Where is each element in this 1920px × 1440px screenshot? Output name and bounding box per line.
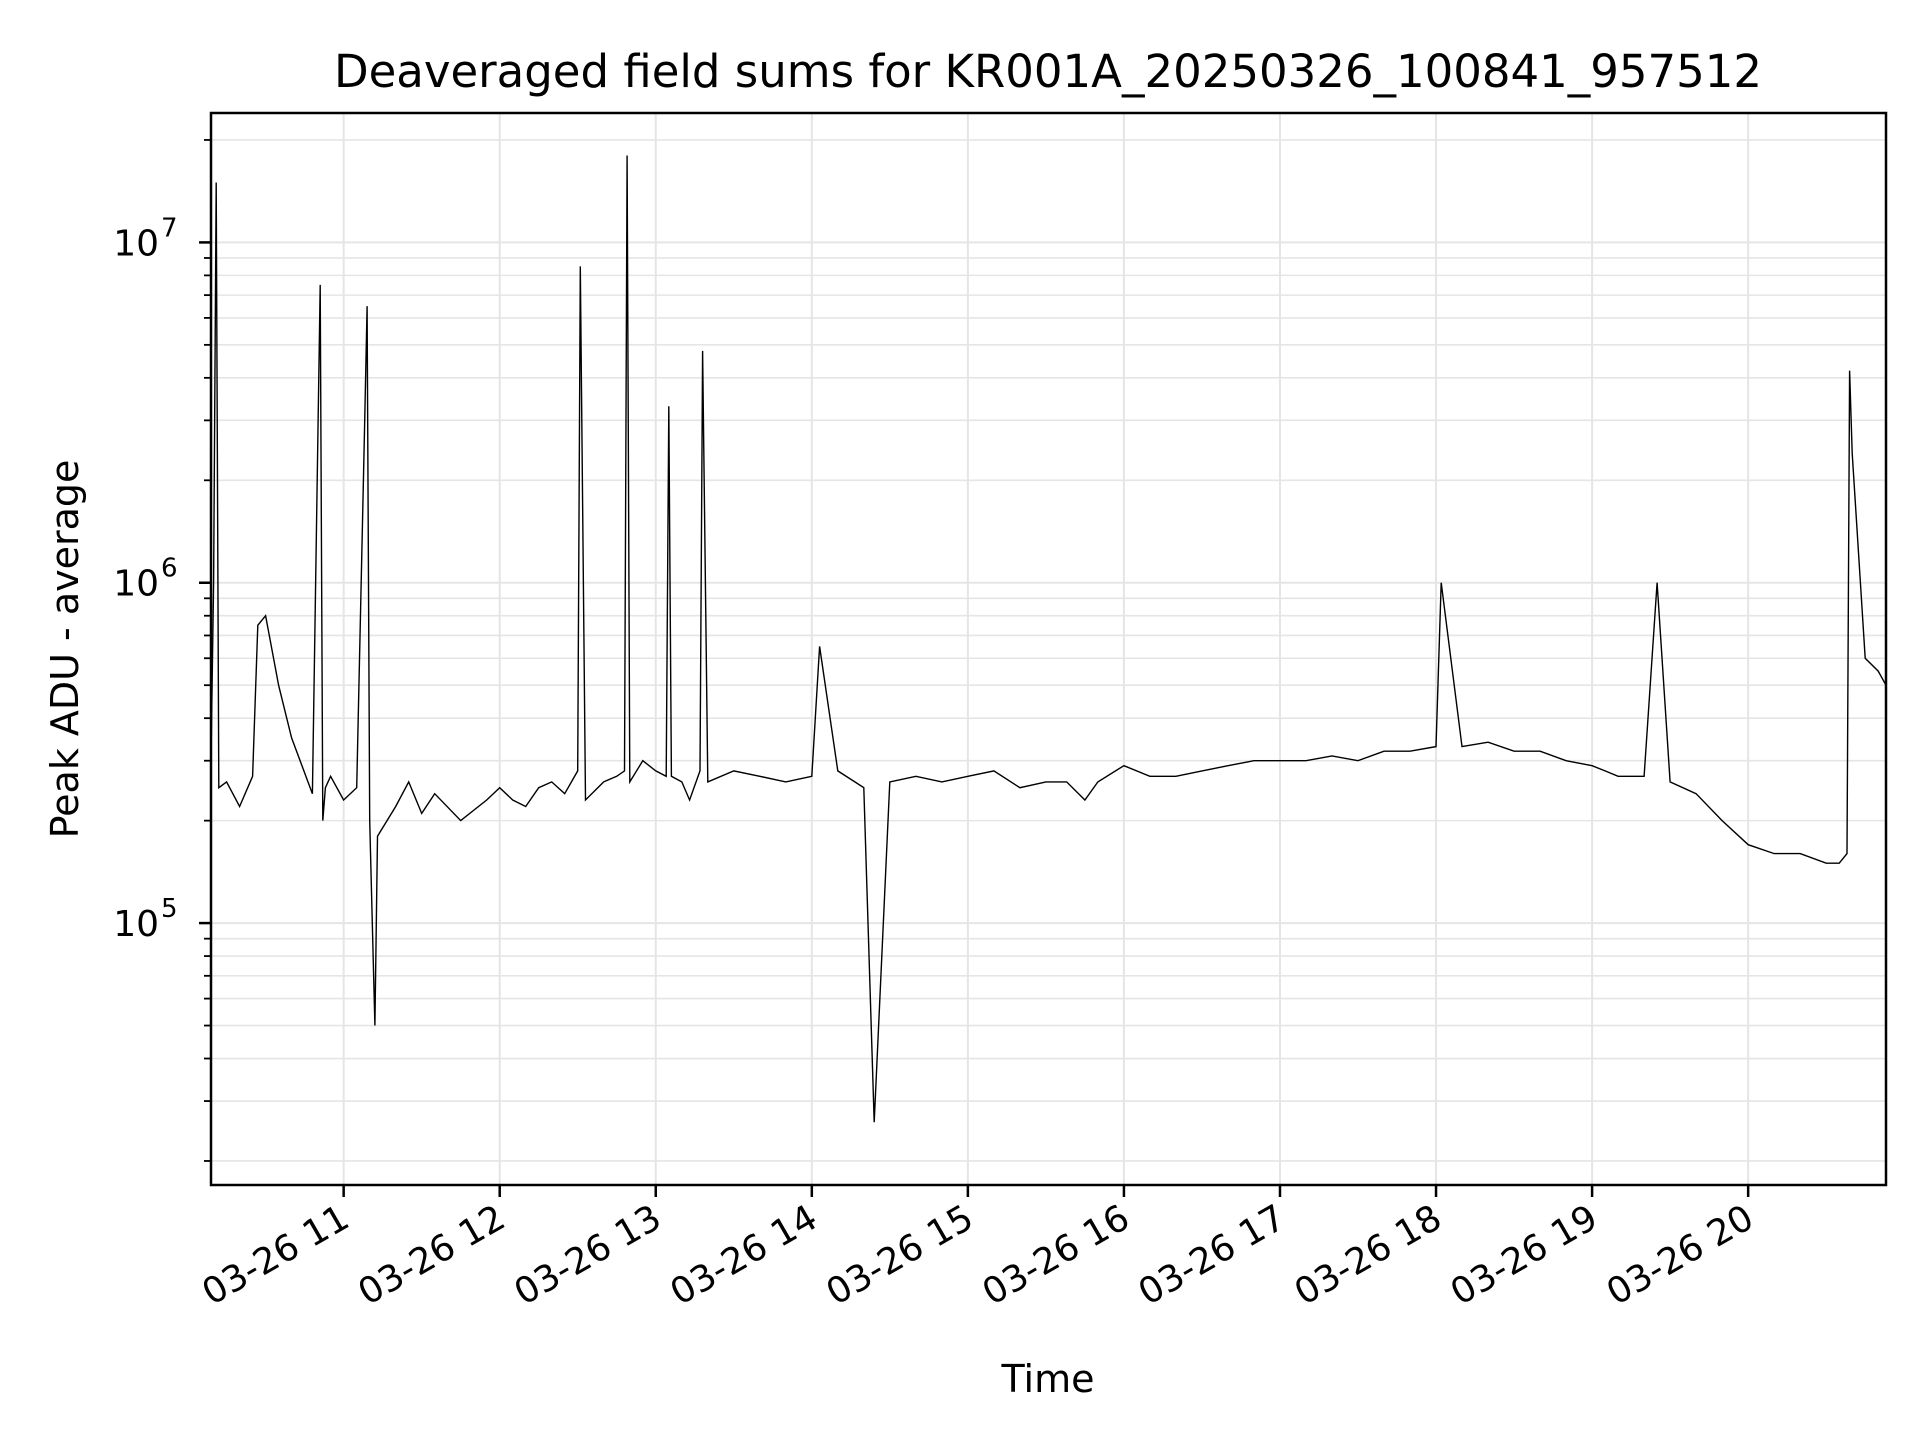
y-tick-label-exponent: 5 [161, 894, 178, 924]
y-tick-label-exponent: 6 [161, 554, 178, 584]
y-tick-label-base: 10 [113, 904, 159, 945]
y-tick-label-base: 10 [113, 223, 159, 264]
chart-title: Deaveraged field sums for KR001A_2025032… [334, 45, 1762, 98]
grid-lines [211, 113, 1886, 1185]
series-layer [210, 155, 1887, 1123]
y-axis-label: Peak ADU - average [43, 460, 87, 839]
x-axis-label: Time [1001, 1357, 1095, 1401]
plot-area-frame [209, 111, 1888, 1187]
y-tick-label-exponent: 7 [161, 213, 178, 243]
y-tick-label-base: 10 [113, 564, 159, 605]
series-line [210, 155, 1887, 1123]
